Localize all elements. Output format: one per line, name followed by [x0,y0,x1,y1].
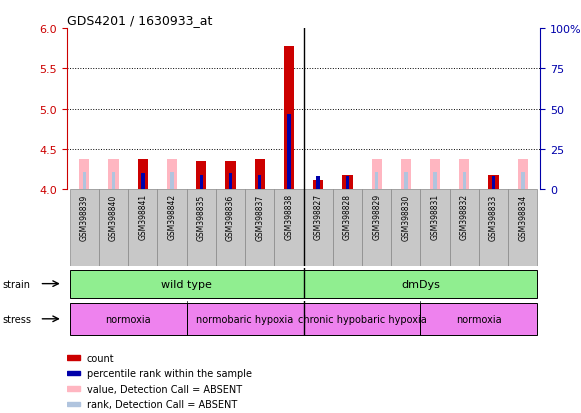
Bar [521,172,525,190]
Text: GDS4201 / 1630933_at: GDS4201 / 1630933_at [67,14,212,27]
Bar [284,47,294,190]
Bar [79,159,89,190]
Bar [274,190,304,266]
Text: normoxia: normoxia [105,314,151,324]
Bar [430,159,440,190]
Text: stress: stress [3,314,32,324]
Bar [304,190,333,266]
Bar [128,190,157,266]
Text: GSM398832: GSM398832 [460,194,469,240]
Bar [67,356,80,360]
Bar [371,159,382,190]
Text: percentile rank within the sample: percentile rank within the sample [87,368,252,378]
Text: GSM398836: GSM398836 [226,194,235,240]
Bar [70,190,99,266]
Bar [167,159,177,190]
Bar [346,176,349,190]
Bar [99,190,128,266]
Bar [489,176,498,190]
Bar [404,172,408,190]
Text: GSM398840: GSM398840 [109,194,118,240]
Bar [391,190,421,266]
Bar [138,159,148,190]
Text: GSM398829: GSM398829 [372,194,381,240]
Bar [170,172,174,190]
Bar [433,172,437,190]
Bar [459,159,469,190]
Bar [141,174,145,190]
Bar [196,162,206,190]
Bar [450,190,479,266]
Text: GSM398834: GSM398834 [518,194,528,240]
Bar [492,176,496,190]
Bar [67,371,80,375]
Bar [67,402,80,406]
Bar [421,190,450,266]
Bar [225,162,236,190]
Text: GSM398841: GSM398841 [138,194,148,240]
Text: GSM398827: GSM398827 [314,194,322,240]
Text: strain: strain [3,279,31,289]
Bar [245,190,274,266]
Bar [317,176,320,190]
Bar [199,176,203,190]
Bar [304,270,537,298]
Text: GSM398828: GSM398828 [343,194,352,240]
Bar [187,303,303,335]
Bar [362,190,391,266]
Text: normobaric hypoxia: normobaric hypoxia [196,314,294,324]
Bar [342,176,353,190]
Bar [157,190,187,266]
Text: GSM398830: GSM398830 [401,194,410,240]
Bar [254,159,265,190]
Text: chronic hypobaric hypoxia: chronic hypobaric hypoxia [297,314,426,324]
Bar [70,303,187,335]
Bar [70,270,304,298]
Bar [421,303,537,335]
Text: GSM398833: GSM398833 [489,194,498,240]
Bar [304,303,421,335]
Text: GSM398837: GSM398837 [255,194,264,240]
Text: GSM398831: GSM398831 [431,194,440,240]
Bar [258,176,261,190]
Text: GSM398835: GSM398835 [197,194,206,240]
Bar [287,114,290,190]
Bar [508,190,537,266]
Bar [112,172,116,190]
Text: rank, Detection Call = ABSENT: rank, Detection Call = ABSENT [87,399,237,409]
Text: GSM398842: GSM398842 [167,194,177,240]
Text: dmDys: dmDys [401,279,440,289]
Bar [401,159,411,190]
Bar [67,386,80,391]
Bar [187,190,216,266]
Bar [229,174,232,190]
Bar [462,172,466,190]
Text: wild type: wild type [161,279,212,289]
Bar [333,190,362,266]
Text: GSM398839: GSM398839 [80,194,89,240]
Bar [216,190,245,266]
Text: GSM398838: GSM398838 [285,194,293,240]
Text: value, Detection Call = ABSENT: value, Detection Call = ABSENT [87,384,242,394]
Text: count: count [87,353,114,363]
Bar [479,190,508,266]
Bar [83,172,86,190]
Bar [518,159,528,190]
Text: normoxia: normoxia [456,314,502,324]
Bar [313,180,323,190]
Bar [375,172,378,190]
Bar [109,159,119,190]
